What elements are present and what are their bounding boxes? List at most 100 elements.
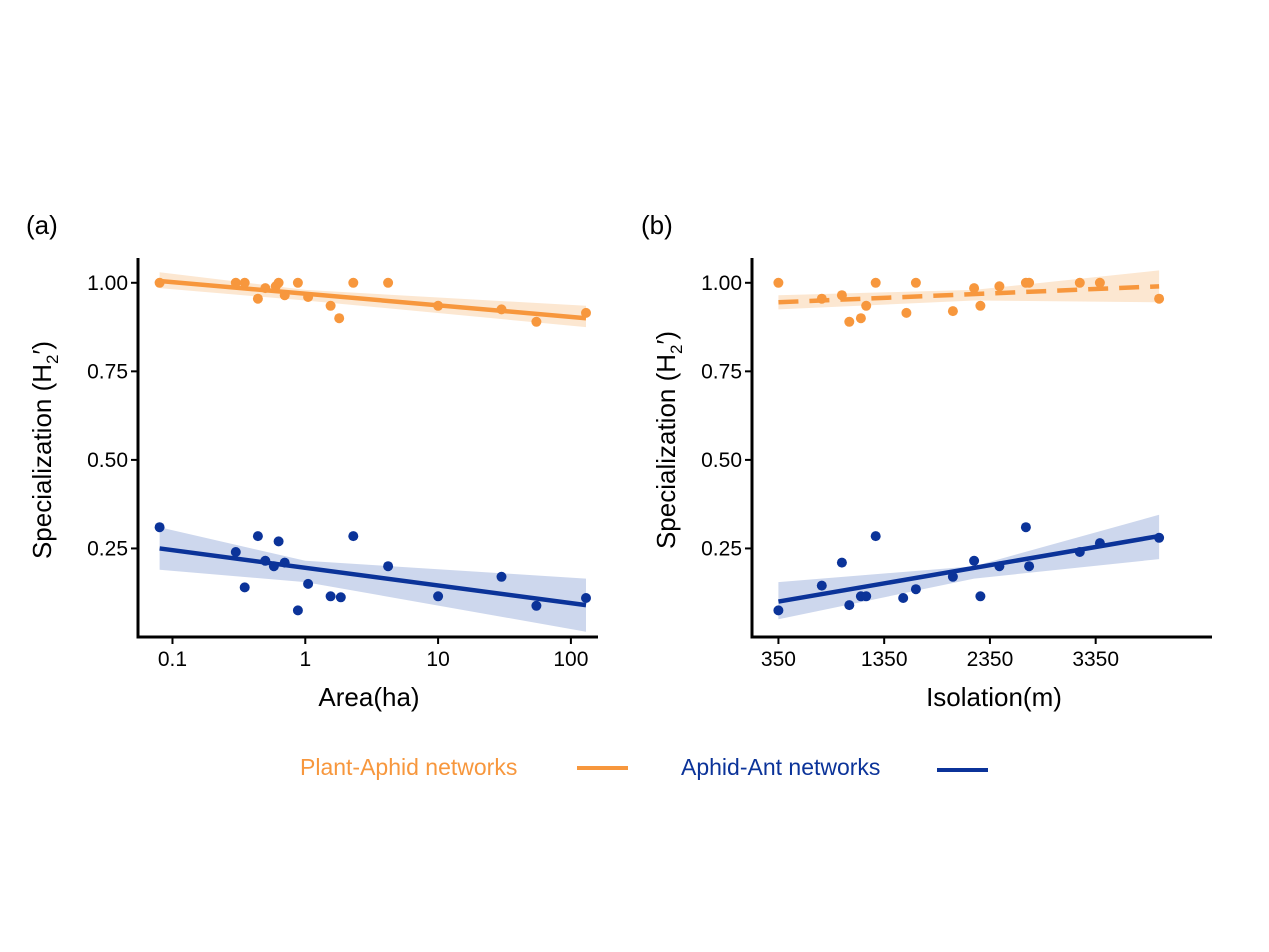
data-point-aphid_ant [531,600,542,611]
data-point-aphid_ant [1094,538,1105,549]
panel-a-fit-lines [159,278,587,608]
panel-b-label: (b) [641,210,673,240]
data-point-aphid_ant [325,591,336,602]
confidence-band-aphid_ant [159,527,586,632]
data-point-aphid_ant [260,555,271,566]
data-point-aphid_ant [581,593,591,603]
panel-b-x-ticks: 350 1350 2350 3350 [761,637,1119,671]
data-point-plant_aphid [1094,277,1105,288]
panel-b-chart: (b) 350 1350 2350 3350 0.25 0.50 0.75 1.00 Iso… [641,210,1212,712]
panel-b-y-axis-title: Specialization (H2′) [651,331,686,549]
panel-b-y-ticks: 0.25 0.50 0.75 1.00 [701,272,752,560]
data-point-aphid_ant [844,600,855,611]
y-tick-label: 0.75 [701,360,742,383]
data-point-plant_aphid [273,277,284,288]
data-point-plant_aphid [230,277,241,288]
data-point-aphid_ant [383,561,394,572]
data-point-plant_aphid [816,293,827,304]
fit-line-aphid_ant [159,546,587,608]
x-tick-label: 1 [299,648,311,671]
x-tick-label: 1350 [861,648,908,671]
data-point-plant_aphid [994,281,1005,292]
data-point-aphid_ant [268,561,279,572]
panel-b-y-axis-title-sub: 2 [667,344,686,353]
data-point-aphid_ant [1154,532,1165,543]
data-point-plant_aphid [325,300,336,311]
panel-a-x-ticks: 0.1 1 10 100 [158,637,588,671]
data-point-plant_aphid [239,277,250,288]
data-point-aphid_ant [816,580,827,591]
data-point-plant_aphid [910,277,921,288]
panel-b-points [773,277,1165,616]
data-point-aphid_ant [154,522,165,533]
data-point-plant_aphid [348,277,359,288]
data-point-aphid_ant [975,591,986,602]
data-point-plant_aphid [303,292,314,302]
data-point-aphid_ant [1074,547,1085,557]
data-point-aphid_ant [870,531,881,542]
data-point-plant_aphid [292,277,303,288]
panel-a-points [154,277,591,616]
legend: Plant-Aphid networks Aphid-Ant networks [300,754,988,780]
data-point-plant_aphid [836,290,847,301]
x-tick-label: 350 [761,648,796,671]
panel-b-x-axis-title: Isolation(m) [926,682,1062,712]
panel-b-y-axis-title-end: ′) [651,331,681,345]
data-point-plant_aphid [154,277,165,288]
data-point-aphid_ant [230,547,241,557]
panel-a-chart: (a) 0.1 1 10 100 0.250.500.751.00 Area(ha) … [26,210,598,712]
data-point-aphid_ant [947,571,958,582]
data-point-plant_aphid [901,307,912,318]
data-point-plant_aphid [947,306,958,317]
y-tick-label: 0.50 [701,449,742,472]
x-tick-label: 100 [553,648,588,671]
data-point-plant_aphid [581,307,591,318]
data-point-aphid_ant [910,584,921,595]
data-point-aphid_ant [836,557,847,568]
fit-line-aphid_ant [778,533,1160,604]
data-point-plant_aphid [773,277,784,288]
data-point-aphid_ant [348,531,359,542]
y-tick-label: 0.25 [87,537,128,560]
panel-a-y-axis-title-main: Specialization (H [27,364,57,559]
data-point-aphid_ant [994,561,1005,572]
data-point-aphid_ant [861,591,872,602]
panel-b-axes [750,258,1212,639]
data-point-aphid_ant [898,593,909,603]
data-point-plant_aphid [861,300,872,311]
data-point-aphid_ant [496,571,507,582]
data-point-plant_aphid [855,313,866,324]
panel-a-y-axis-title-end: ′) [27,341,57,355]
data-point-plant_aphid [844,316,855,327]
panel-a-axes [136,258,598,639]
panel-a-x-axis-title: Area(ha) [318,682,419,712]
legend-label-aphid-ant: Aphid-Ant networks [681,754,880,780]
legend-label-plant-aphid: Plant-Aphid networks [300,754,517,780]
data-point-aphid_ant [1020,522,1031,533]
data-point-plant_aphid [1074,277,1085,288]
y-tick-label: 1.00 [87,272,128,295]
data-point-plant_aphid [969,283,980,294]
x-tick-label: 0.1 [158,648,187,671]
y-tick-label: 0.25 [701,537,742,560]
data-point-plant_aphid [334,313,345,324]
data-point-plant_aphid [1024,277,1035,288]
data-point-plant_aphid [383,277,394,288]
data-point-aphid_ant [335,592,346,603]
data-point-aphid_ant [773,605,784,616]
panel-a-y-ticks: 0.25 0.50 0.75 1.00 [87,272,138,560]
data-point-aphid_ant [239,582,250,593]
data-point-plant_aphid [496,304,507,315]
data-point-aphid_ant [273,536,284,547]
data-point-plant_aphid [433,300,444,311]
y-tick-label: 0.50 [87,449,128,472]
panel-a-label: (a) [26,210,58,240]
fit-line-plant_aphid [159,278,587,321]
data-point-plant_aphid [531,316,542,327]
data-point-plant_aphid [252,293,263,304]
data-point-aphid_ant [252,531,263,542]
data-point-plant_aphid [260,283,271,294]
panel-a-y-axis-title-sub: 2 [43,354,62,363]
y-tick-label: 1.00 [701,272,742,295]
